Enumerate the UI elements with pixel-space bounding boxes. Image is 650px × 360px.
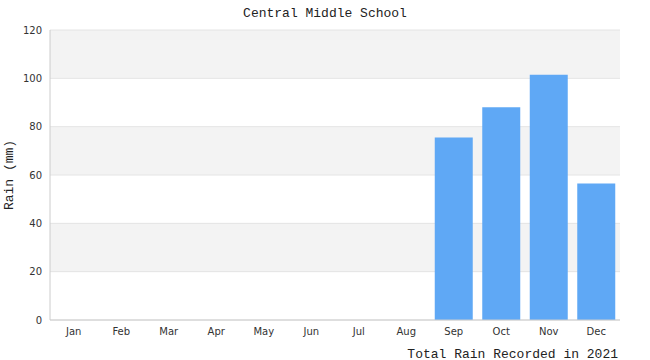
svg-text:Sep: Sep xyxy=(444,326,463,337)
svg-text:Jul: Jul xyxy=(352,326,365,337)
svg-text:Total Rain Recorded in 2021: Total Rain Recorded in 2021 xyxy=(407,347,618,360)
svg-text:80: 80 xyxy=(29,121,42,132)
svg-text:Mar: Mar xyxy=(159,326,179,337)
svg-text:0: 0 xyxy=(36,315,42,326)
svg-text:60: 60 xyxy=(29,170,42,181)
svg-text:100: 100 xyxy=(23,73,42,84)
svg-text:Jan: Jan xyxy=(65,326,81,337)
html-text:Central Middle School: Central Middle School xyxy=(243,6,407,21)
svg-text:Oct: Oct xyxy=(493,326,510,337)
svg-text:Rain (mm): Rain (mm) xyxy=(8,140,17,210)
svg-text:May: May xyxy=(253,326,274,337)
svg-text:40: 40 xyxy=(29,218,42,229)
svg-text:Jun: Jun xyxy=(302,326,319,337)
svg-text:120: 120 xyxy=(23,25,42,36)
svg-text:20: 20 xyxy=(29,266,42,277)
svg-text:Aug: Aug xyxy=(396,326,416,337)
svg-text:Nov: Nov xyxy=(539,326,559,337)
svg-text:Apr: Apr xyxy=(208,326,226,337)
svg-text:Feb: Feb xyxy=(112,326,130,337)
svg-text:Dec: Dec xyxy=(587,326,606,337)
